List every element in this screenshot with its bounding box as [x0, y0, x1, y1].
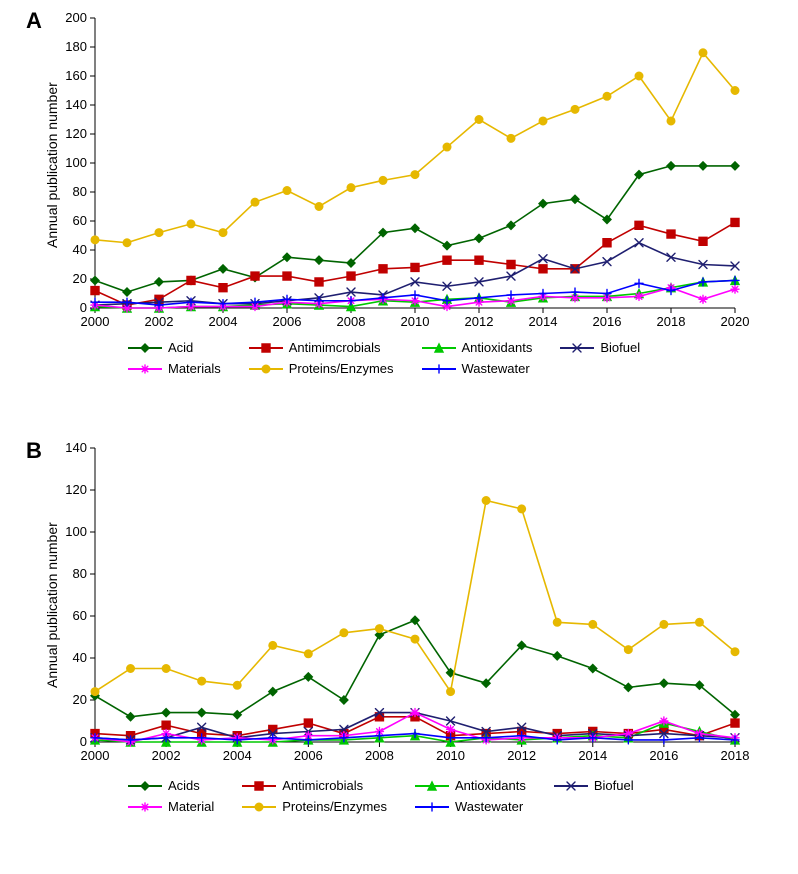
legend-label: Wastewater: [455, 799, 523, 814]
panel-b-legend: Acids Antimicrobials Antioxidants Biofuel Ma…: [128, 778, 634, 814]
legend-label: Acids: [168, 778, 200, 793]
panel-b: B Annual publication number 020406080100…: [0, 0, 798, 444]
svg-text:20: 20: [73, 692, 87, 707]
legend-label: Antimicrobials: [282, 778, 363, 793]
svg-text:2006: 2006: [294, 748, 323, 763]
svg-text:140: 140: [65, 440, 87, 455]
legend-item-wastewater: Wastewater: [415, 799, 526, 814]
svg-text:2012: 2012: [507, 748, 536, 763]
legend-label: Antioxidants: [455, 778, 526, 793]
legend-item-biofuel: Biofuel: [554, 778, 634, 793]
svg-text:2008: 2008: [365, 748, 394, 763]
series-acid: [91, 616, 739, 721]
svg-text:80: 80: [73, 566, 87, 581]
legend-item-antimicrobials: Antimicrobials: [242, 778, 387, 793]
legend-label: Proteins/Enzymes: [282, 799, 387, 814]
svg-text:2004: 2004: [223, 748, 252, 763]
svg-text:40: 40: [73, 650, 87, 665]
panel-b-chart: 0 20 40 60 80 100 120 140 2000 2002 2004 2006 2008 20…: [0, 430, 798, 770]
svg-text:100: 100: [65, 524, 87, 539]
series-proteins: [91, 497, 739, 696]
svg-text:2016: 2016: [649, 748, 678, 763]
legend-item-acid: Acids: [128, 778, 214, 793]
svg-text:120: 120: [65, 482, 87, 497]
svg-text:2018: 2018: [721, 748, 750, 763]
svg-text:2014: 2014: [578, 748, 607, 763]
legend-label: Biofuel: [594, 778, 634, 793]
figure: A Annual publication number 020406080100…: [0, 0, 798, 874]
svg-text:60: 60: [73, 608, 87, 623]
legend-item-proteins: Proteins/Enzymes: [242, 799, 387, 814]
legend-item-materials: Material: [128, 799, 214, 814]
svg-text:0: 0: [80, 734, 87, 749]
svg-text:2002: 2002: [152, 748, 181, 763]
legend-label: Material: [168, 799, 214, 814]
svg-text:2010: 2010: [436, 748, 465, 763]
svg-text:2000: 2000: [81, 748, 110, 763]
legend-item-antioxidants: Antioxidants: [415, 778, 526, 793]
